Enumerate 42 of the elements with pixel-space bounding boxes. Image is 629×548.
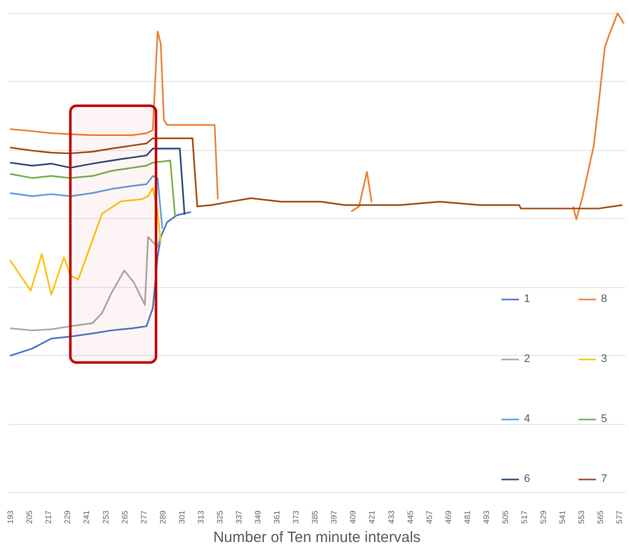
x-tick-label: 373 — [292, 510, 301, 524]
x-tick-label: 421 — [368, 510, 377, 524]
legend-label: 4 — [524, 413, 532, 425]
x-tick-label: 229 — [63, 510, 72, 524]
x-tick-label: 409 — [348, 510, 358, 524]
x-tick-label: 325 — [215, 510, 224, 524]
x-tick-label: 553 — [577, 510, 586, 524]
legend-label: 5 — [601, 413, 608, 425]
x-tick-label: 289 — [158, 510, 168, 524]
x-tick-label: 241 — [82, 510, 92, 524]
legend-label: 6 — [524, 473, 532, 485]
x-axis-title: Number of Ten minute intervals — [213, 528, 421, 546]
x-tick-label: 433 — [386, 510, 396, 524]
x-tick-label: 397 — [330, 510, 339, 524]
x-tick-label: 361 — [272, 510, 282, 524]
x-tick-label: 577 — [615, 510, 624, 524]
x-tick-label: 277 — [139, 510, 148, 524]
legend-label: 2 — [524, 353, 532, 365]
legend-label: 8 — [601, 293, 608, 305]
x-tick-label: 445 — [406, 510, 415, 524]
x-tick-label: 205 — [25, 510, 34, 524]
x-tick-label: 349 — [254, 510, 263, 524]
x-tick-label: 481 — [462, 510, 472, 524]
legend-label: 1 — [524, 293, 532, 305]
x-tick-label: 193 — [6, 510, 16, 524]
x-tick-label: 505 — [500, 510, 510, 524]
x-tick-label: 457 — [424, 510, 434, 524]
x-tick-label: 469 — [444, 510, 453, 524]
x-tick-label: 217 — [44, 510, 54, 524]
legend-label: 7 — [601, 473, 608, 485]
x-tick-label: 493 — [482, 510, 491, 524]
x-tick-label: 337 — [234, 510, 244, 524]
x-tick-label: 541 — [558, 510, 568, 524]
x-tick-label: 265 — [120, 510, 130, 524]
x-tick-label: 301 — [177, 510, 186, 524]
x-tick-label: 385 — [310, 510, 320, 524]
x-tick-label: 313 — [196, 510, 206, 524]
x-tick-label: 529 — [539, 510, 548, 524]
x-tick-label: 253 — [101, 510, 110, 524]
x-tick-label: 565 — [596, 510, 606, 524]
legend-label: 3 — [601, 353, 608, 365]
x-tick-label: 517 — [520, 510, 529, 524]
